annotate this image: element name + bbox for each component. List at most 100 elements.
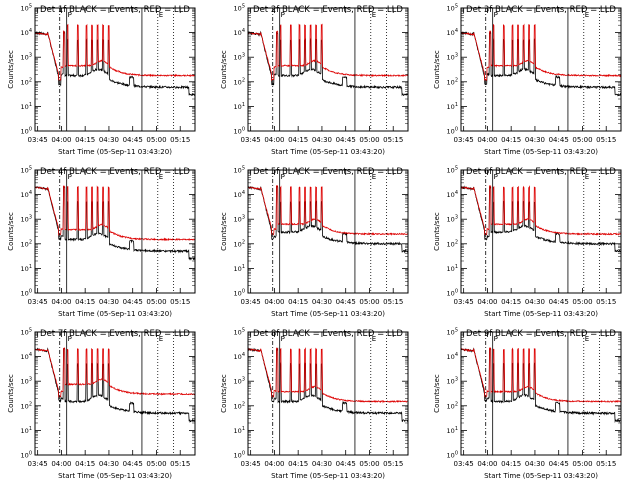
x-tick-label: 04:15 (75, 460, 95, 468)
y-tick-label: 105 (234, 166, 245, 175)
y-tick-label: 104 (447, 352, 458, 361)
x-tick-label: 04:30 (99, 136, 119, 144)
y-tick-label: 105 (447, 4, 458, 13)
y-tick-label: 101 (447, 426, 458, 435)
panel-title: Det 3f BLACK = Events, RED = LLD (466, 5, 616, 15)
x-tick-label: 05:15 (170, 136, 190, 144)
marker-label-P: P (494, 173, 498, 181)
x-tick-label: 04:45 (336, 298, 356, 306)
y-axis-label: Counts/sec (220, 212, 228, 251)
panel-title: Det 9f BLACK = Events, RED = LLD (466, 329, 616, 339)
x-axis-label: Start Time (05-Sep-11 03:43:20) (271, 310, 385, 318)
y-tick-label: 102 (447, 77, 458, 86)
x-axis-label: Start Time (05-Sep-11 03:43:20) (271, 472, 385, 480)
panel-title: Det 6f BLACK = Events, RED = LLD (466, 167, 616, 177)
y-tick-label: 100 (447, 127, 458, 136)
x-tick-label: 03:45 (454, 460, 474, 468)
plot-frame (460, 169, 622, 294)
y-tick-label: 101 (21, 264, 32, 273)
x-tick-label: 04:45 (123, 460, 143, 468)
panel-3: Det 3f BLACK = Events, RED = LLD Counts/s… (433, 4, 622, 156)
x-tick-label: 04:00 (51, 460, 71, 468)
y-tick-label: 105 (234, 328, 245, 337)
x-axis-label: Start Time (05-Sep-11 03:43:20) (58, 148, 172, 156)
series-events-line (35, 30, 195, 96)
marker-label-E: E (372, 11, 376, 19)
x-tick-label: 04:45 (123, 298, 143, 306)
y-axis-label: Counts/sec (220, 50, 228, 89)
y-axis-label: Counts/sec (433, 374, 441, 413)
marker-label-E: E (159, 173, 163, 181)
y-tick-label: 104 (21, 352, 32, 361)
x-tick-label: 04:30 (525, 298, 545, 306)
panel-8: Det 8f BLACK = Events, RED = LLD Counts/s… (220, 328, 409, 480)
y-axis-label: Counts/sec (433, 50, 441, 89)
x-tick-label: 04:30 (525, 460, 545, 468)
marker-label-E: E (159, 11, 163, 19)
y-axis-label: Counts/sec (7, 374, 15, 413)
x-tick-label: 05:15 (170, 460, 190, 468)
x-axis-label: Start Time (05-Sep-11 03:43:20) (271, 148, 385, 156)
marker-label-P: P (68, 335, 72, 343)
y-tick-label: 104 (234, 28, 245, 37)
x-tick-label: 05:00 (146, 298, 166, 306)
x-tick-label: 03:45 (241, 298, 261, 306)
x-tick-label: 04:45 (123, 136, 143, 144)
series-lld-line (35, 23, 195, 81)
x-tick-label: 04:00 (477, 136, 497, 144)
panel-7: Det 7f BLACK = Events, RED = LLD Counts/s… (7, 328, 196, 480)
panel-title: Det 1f BLACK = Events, RED = LLD (40, 5, 190, 15)
x-tick-label: 05:15 (596, 460, 616, 468)
x-tick-label: 04:30 (99, 298, 119, 306)
x-tick-label: 04:30 (312, 298, 332, 306)
panel-1: Det 1f BLACK = Events, RED = LLD Counts/s… (7, 4, 196, 156)
marker-label-P: P (494, 11, 498, 19)
x-tick-label: 05:00 (359, 136, 379, 144)
x-tick-label: 05:15 (596, 298, 616, 306)
y-tick-label: 101 (21, 102, 32, 111)
x-tick-label: 05:00 (572, 136, 592, 144)
panel-title: Det 8f BLACK = Events, RED = LLD (253, 329, 403, 339)
plot-frame (34, 331, 196, 456)
y-tick-label: 102 (21, 239, 32, 248)
y-tick-label: 100 (234, 289, 245, 298)
x-axis-label: Start Time (05-Sep-11 03:43:20) (484, 310, 598, 318)
series-events-line (248, 185, 408, 254)
series-lld-line (461, 23, 621, 82)
y-tick-label: 101 (234, 102, 245, 111)
y-tick-label: 103 (21, 215, 32, 224)
plot-area (35, 23, 195, 96)
series-lld-line (248, 347, 408, 404)
y-tick-label: 100 (21, 127, 32, 136)
x-tick-label: 04:15 (75, 136, 95, 144)
series-lld-line (35, 347, 195, 398)
x-tick-label: 04:15 (501, 136, 521, 144)
plot-frame (460, 7, 622, 132)
marker-label-E: E (585, 173, 589, 181)
y-tick-label: 101 (21, 426, 32, 435)
x-tick-label: 05:00 (359, 298, 379, 306)
marker-label-E: E (585, 335, 589, 343)
plot-frame (34, 7, 196, 132)
marker-label-P: P (281, 11, 285, 19)
y-tick-label: 102 (21, 77, 32, 86)
y-tick-label: 105 (21, 166, 32, 175)
x-tick-label: 03:45 (28, 460, 48, 468)
marker-label-P: P (281, 173, 285, 181)
x-tick-label: 04:00 (264, 460, 284, 468)
x-tick-label: 04:45 (549, 298, 569, 306)
x-tick-label: 04:30 (99, 460, 119, 468)
plot-area (461, 184, 621, 253)
plot-area (35, 347, 195, 423)
y-tick-label: 102 (21, 401, 32, 410)
y-tick-label: 104 (447, 190, 458, 199)
x-tick-label: 03:45 (454, 136, 474, 144)
series-lld-line (35, 185, 195, 242)
y-tick-label: 101 (234, 426, 245, 435)
y-tick-label: 105 (234, 4, 245, 13)
plot-area (35, 185, 195, 261)
y-axis-label: Counts/sec (7, 212, 15, 251)
x-tick-label: 04:00 (477, 460, 497, 468)
